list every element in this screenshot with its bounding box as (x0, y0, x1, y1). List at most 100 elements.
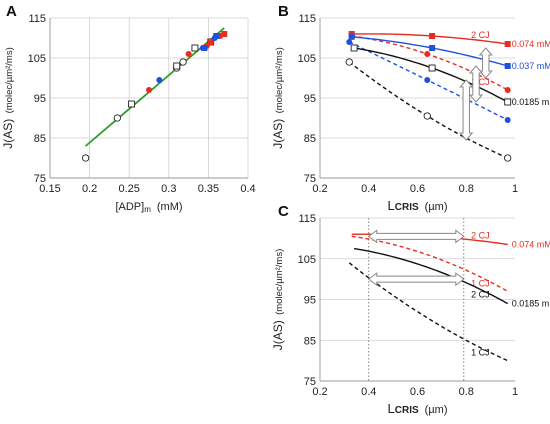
panel-a-data-point (191, 44, 199, 52)
panel-c-xtick-label: 0.4 (361, 386, 376, 398)
panel-a-ytick-label: 105 (28, 53, 46, 65)
panel-a-x-axis-label-unit: (mM) (157, 201, 183, 213)
panel-a-xtick-label: 0.15 (39, 183, 60, 195)
panel-c-cj-label: 1 CJ (471, 278, 490, 288)
panel-c-cj-label: 1 CJ (471, 348, 490, 358)
panel-b-ytick-label: 115 (298, 13, 316, 25)
panel-c-cj-label: 2 CJ (471, 230, 490, 240)
panel-a-data-point (81, 154, 90, 162)
panel-b-series-label: 0.037 mM (512, 61, 550, 71)
panel-b-ytick-label: 75 (304, 173, 316, 185)
panel-a-x-axis-label: [ADP]m (mM) (115, 201, 182, 214)
panel-c-xtick-label: 0.2 (312, 386, 327, 398)
panel-c-ytick-label: 105 (298, 254, 316, 266)
panel-b-xtick-label: 0.2 (312, 183, 327, 195)
panel-c-letter: C (278, 203, 289, 220)
panel-c-xtick-label: 0.6 (410, 386, 425, 398)
panel-b-x-axis-label-unit: (µm) (425, 201, 448, 213)
panel-c-x-axis-label-main: L (388, 401, 395, 416)
panel-c-ytick-label: 75 (304, 376, 316, 388)
panel-b-data-point (350, 44, 358, 52)
panel-a-y-axis-label-main: J(AS) (1, 115, 15, 148)
panel-c-y-axis-label-main: J(AS) (271, 317, 285, 350)
panel-a-y-axis-label: J(AS) (molec/µm²/ms) (1, 47, 15, 149)
panel-b-data-point (423, 112, 431, 120)
panel-a-data-point (213, 33, 220, 39)
panel-a-data-point (128, 100, 136, 108)
panel-b-x-axis-label-sub: CRIS (395, 202, 419, 213)
panel-b-data-point (424, 51, 431, 57)
panel-b-data-point (348, 33, 355, 40)
panel-b-data-point (504, 87, 511, 93)
panel-c-y-axis-label-unit: (molec/µm²/ms) (274, 249, 285, 315)
panel-c-series-label: 0.0185 mM (512, 299, 550, 309)
panel-c-cj-label: 2 CJ (471, 290, 490, 300)
panel-b-data-point (504, 41, 511, 47)
panel-c-double-arrow (367, 272, 465, 287)
panel-a-data-point (185, 51, 192, 57)
panel-a-xtick-label: 0.4 (240, 183, 255, 195)
panel-c-x-axis-label-unit: (µm) (425, 404, 448, 416)
panel-a-data-point (156, 77, 163, 83)
panel-b-xtick-label: 0.8 (459, 183, 474, 195)
panel-b-xtick-label: 1 (512, 183, 518, 195)
panel-a-data-point (113, 114, 121, 122)
panel-a-data-point (179, 58, 187, 66)
panel-b-cj-label: 1 CJ (471, 77, 490, 87)
panel-b-data-point (504, 63, 511, 69)
panel-a-data-point (221, 31, 228, 37)
panel-b-data-point (346, 39, 353, 45)
panel-b-data-point (429, 33, 436, 39)
panel-a-ytick-label: 115 (28, 13, 46, 25)
panel-a-xtick-label: 0.25 (118, 183, 139, 195)
panel-b-data-point (504, 98, 512, 106)
panel-c-xtick-label: 0.8 (459, 386, 474, 398)
panel-b-data-point (428, 64, 436, 72)
panel-b-data-point (345, 58, 353, 66)
panel-b-series-label: 0.0185 mM (512, 97, 550, 107)
panel-b-data-point (504, 154, 512, 162)
panel-b-xtick-label: 0.4 (361, 183, 376, 195)
panel-b-y-axis-label-unit: (molec/µm²/ms) (274, 47, 285, 113)
panel-b-double-arrow (459, 79, 474, 141)
panel-b-series-line (348, 61, 508, 159)
panel-a-ytick-label: 95 (34, 93, 46, 105)
panel-c-series-line (348, 262, 508, 362)
panel-b-double-arrow (468, 65, 484, 103)
panel-b-y-axis-label: J(AS) (molec/µm²/ms) (271, 47, 285, 149)
panel-a-xtick-label: 0.2 (82, 183, 97, 195)
panel-b-ytick-label: 95 (304, 93, 316, 105)
panel-a-x-axis-label-main: [ADP] (115, 201, 144, 213)
panel-c-series-line (351, 235, 509, 292)
panel-a-data-point (201, 45, 208, 51)
panel-b-data-point (429, 45, 436, 51)
panel-b-series-line (348, 41, 509, 121)
panel-c-xtick-label: 1 (512, 386, 518, 398)
panel-a-letter: A (6, 3, 17, 20)
panel-a-xtick-label: 0.35 (198, 183, 219, 195)
panel-a-data-point (146, 87, 152, 93)
panel-c-y-axis-label: J(AS) (molec/µm²/ms) (271, 249, 285, 351)
panel-b-ytick-label: 105 (298, 53, 316, 65)
panel-a-data-point (173, 62, 181, 70)
panel-a-y-axis-label-unit: (molec/µm²/ms) (4, 47, 15, 113)
panel-c-ytick-label: 85 (304, 335, 316, 347)
panel-a-ytick-label: 85 (34, 133, 46, 145)
panel-c-series-label: 0.074 mM (512, 239, 550, 249)
panel-b-data-point (504, 117, 511, 123)
panel-c-ytick-label: 115 (298, 213, 316, 225)
panel-c-series-line (353, 247, 509, 305)
panel-c-x-axis-label-sub: CRIS (395, 405, 419, 416)
panel-a-data-point (207, 39, 214, 45)
panel-b-ytick-label: 85 (304, 133, 316, 145)
panel-c-x-axis-label: LCRIS (µm) (388, 401, 448, 416)
panel-b-x-axis-label: LCRIS (µm) (388, 198, 448, 213)
panel-b-xtick-label: 0.6 (410, 183, 425, 195)
panel-b-data-point (424, 77, 431, 83)
panel-b-x-axis-label-main: L (388, 198, 395, 213)
panel-b-letter: B (278, 3, 289, 20)
panel-a-x-axis-label-sub: m (144, 205, 151, 214)
panel-b-double-arrow (478, 47, 493, 79)
panel-b-y-axis-label-main: J(AS) (271, 115, 285, 148)
